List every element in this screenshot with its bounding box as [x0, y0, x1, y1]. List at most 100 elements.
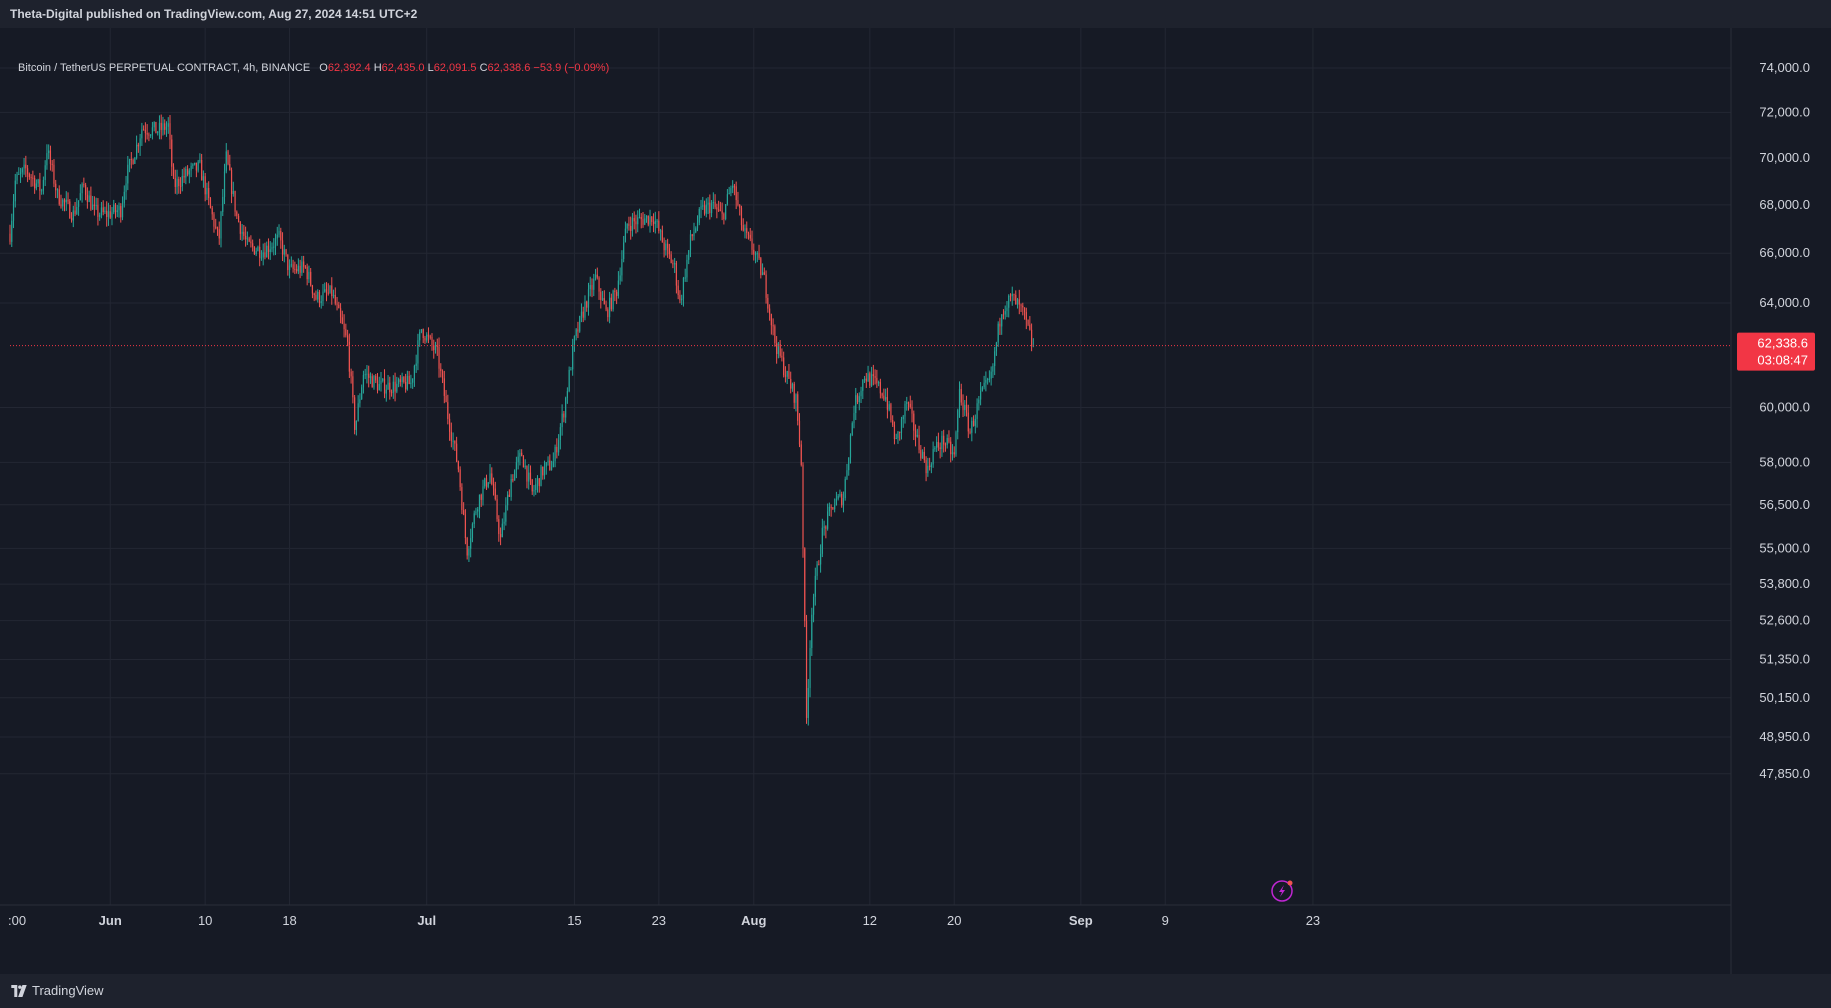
candle-body	[49, 150, 52, 164]
candle-body	[688, 250, 690, 260]
candle-body	[438, 346, 440, 369]
candle-body	[893, 424, 896, 439]
price-axis[interactable]	[1731, 28, 1831, 974]
price-tick-label: 48,950.0	[1759, 729, 1810, 744]
candle-body	[978, 399, 980, 404]
candle-body	[769, 308, 771, 314]
candle-body	[545, 462, 547, 467]
tradingview-brand[interactable]: TradingView	[10, 983, 104, 998]
candle-body	[1004, 311, 1006, 315]
candle-body	[431, 336, 433, 345]
candle-body	[100, 207, 103, 215]
current-price-tag[interactable]	[1737, 332, 1815, 371]
lightning-icon[interactable]	[1271, 880, 1293, 902]
candle-body	[786, 371, 788, 377]
candle-body	[737, 200, 739, 206]
candle-body	[550, 467, 553, 470]
candle-body	[306, 266, 308, 280]
candle-body	[88, 195, 90, 202]
symbol-legend: Bitcoin / TetherUS PERPETUAL CONTRACT, 4…	[18, 62, 609, 74]
open-label: O	[319, 62, 328, 74]
candle-body	[285, 249, 287, 255]
current-price-value: 62,338.6	[1757, 336, 1808, 351]
candle-body	[121, 203, 124, 218]
candle-body	[406, 375, 408, 390]
candle-body	[241, 231, 243, 234]
candle-body	[375, 376, 377, 381]
candle-body	[12, 201, 15, 221]
candle-body	[369, 376, 372, 378]
candle-body	[478, 494, 481, 510]
candle-body	[470, 538, 472, 549]
candle-body	[160, 122, 162, 130]
candle-body	[689, 234, 692, 251]
candle-body	[459, 469, 461, 488]
close-value: 62,338.6	[487, 62, 531, 74]
candle-body	[169, 123, 171, 140]
candle-body	[610, 297, 612, 310]
high-label: H	[373, 62, 382, 74]
candle-body	[1015, 294, 1017, 305]
candle-body	[271, 246, 273, 250]
candle-body	[304, 266, 306, 268]
candle-body	[853, 413, 855, 424]
candle-body	[273, 246, 275, 248]
candle-body	[415, 363, 417, 366]
candle-body	[630, 225, 632, 231]
candle-body	[598, 277, 600, 292]
candle-body	[823, 526, 825, 528]
price-chart[interactable]: 74,000.0 72,000.0 70,000.0 68,000.0 66,000.0…	[0, 28, 1831, 974]
candle-body	[239, 221, 241, 234]
candle-body	[324, 289, 326, 292]
candle-body	[229, 164, 231, 171]
candle-body	[227, 151, 229, 165]
candle-body	[742, 225, 744, 231]
candle-body	[185, 168, 187, 178]
candle-body	[575, 329, 577, 337]
candle-body	[141, 129, 143, 139]
candle-body	[628, 223, 630, 226]
candle-body	[364, 374, 366, 376]
candle-body	[262, 252, 264, 258]
time-tick-label: 20	[947, 913, 961, 928]
candle-body	[204, 176, 206, 195]
candle-body	[865, 378, 867, 382]
candle-body	[791, 383, 794, 389]
candle-body	[308, 271, 310, 280]
candle-body	[825, 526, 827, 529]
chart-frame[interactable]: 74,000.0 72,000.0 70,000.0 68,000.0 66,000.0…	[0, 28, 1831, 974]
candle-body	[390, 392, 393, 394]
candle-body	[725, 204, 727, 220]
candle-body	[410, 382, 412, 385]
candle-body	[60, 204, 62, 207]
candle-body	[408, 375, 410, 385]
candle-body	[552, 461, 554, 468]
candle-body	[607, 309, 609, 318]
candle-body	[259, 246, 261, 258]
candle-body	[405, 381, 407, 390]
candle-body	[524, 465, 526, 468]
candle-body	[245, 235, 247, 240]
lightning-bolt-shape	[1279, 885, 1285, 897]
candle-body	[568, 369, 570, 392]
candle-body	[501, 523, 503, 538]
candle-body	[463, 510, 465, 515]
candle-body	[157, 131, 159, 134]
candle-body	[222, 196, 224, 212]
candle-body	[303, 261, 305, 267]
candle-body	[651, 216, 653, 223]
candle-body	[104, 210, 106, 213]
candle-body	[162, 123, 164, 130]
candle-body	[988, 378, 990, 380]
candle-body	[811, 614, 813, 648]
candle-body	[1029, 324, 1031, 330]
candle-body	[1001, 314, 1003, 327]
candle-body	[969, 431, 971, 433]
time-tick-label: 12	[863, 913, 877, 928]
candle-body	[964, 404, 966, 411]
candle-body	[412, 378, 414, 383]
candle-body	[809, 647, 811, 688]
candle-body	[290, 264, 292, 266]
candle-body	[494, 488, 496, 500]
candle-body	[450, 431, 452, 441]
